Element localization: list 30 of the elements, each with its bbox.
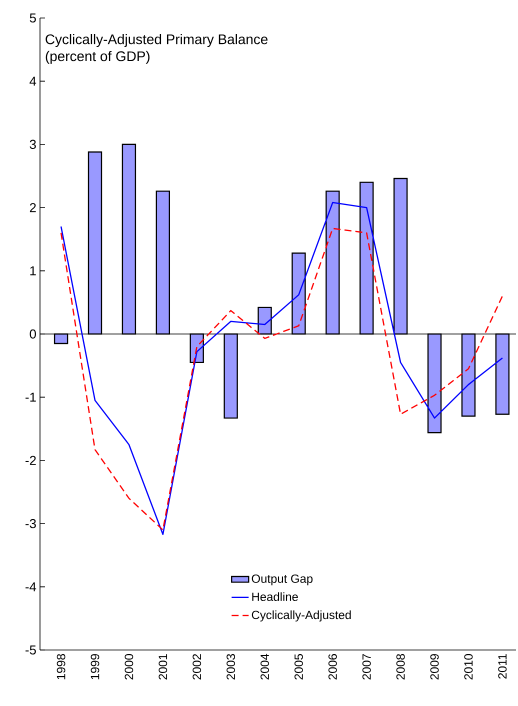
x-tick-label: 2010 [464, 654, 473, 680]
x-tick-label: 2000 [124, 654, 134, 680]
text: (percent of GDP) [46, 50, 150, 64]
y-tick-label: 2 [30, 203, 36, 212]
legend-label: Cyclically-Adjusted [252, 610, 351, 622]
y-tick-label: 5 [30, 13, 36, 23]
y-tick-label: -1 [26, 392, 36, 402]
x-tick-label: 2011 [498, 654, 507, 679]
y-tick-label: 1 [30, 266, 36, 276]
legend-label: Output Gap [252, 574, 313, 586]
x-tick-label: 1998 [56, 654, 66, 680]
x-tick-label: 2005 [294, 654, 303, 680]
x-tick-label: 2007 [362, 654, 371, 680]
text: Cyclically-Adjusted Primary Balance [46, 34, 268, 47]
x-tick-label: 2008 [396, 654, 405, 680]
x-tick-label: 2006 [328, 654, 337, 680]
y-tick-label: -2 [26, 456, 36, 465]
y-tick-label: 0 [30, 329, 36, 339]
x-tick-label: 1999 [90, 654, 100, 680]
y-tick-label: -5 [26, 645, 36, 655]
x-tick-label: 2004 [260, 654, 269, 680]
x-tick-label: 2002 [192, 654, 202, 680]
x-tick-label: 2009 [430, 654, 439, 680]
x-tick-label: 2001 [158, 654, 168, 680]
y-tick-label: 4 [30, 76, 36, 86]
x-tick-label: 2003 [226, 654, 236, 680]
y-tick-label: -3 [26, 519, 36, 528]
y-tick-label: 3 [30, 140, 36, 149]
y-tick-label: -4 [26, 582, 36, 592]
legend-label: Headline [252, 592, 298, 602]
